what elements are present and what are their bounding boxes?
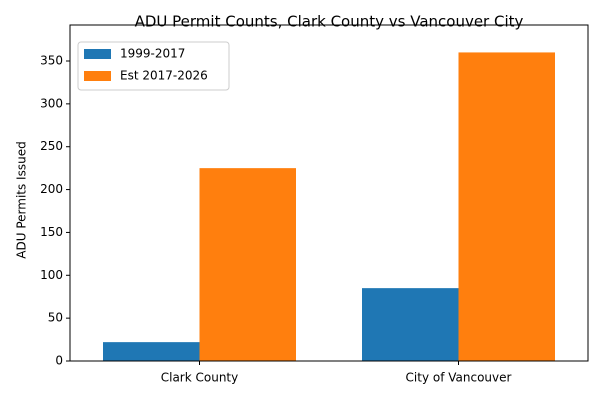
legend-swatch [84, 49, 111, 59]
plot-frame [69, 24, 589, 362]
y-tick-label: 50 [48, 311, 63, 325]
y-axis-label: ADU Permits Issued [15, 141, 29, 258]
x-tick-label: Clark County [161, 371, 239, 385]
legend-label: 1999-2017 [120, 47, 185, 61]
bar [199, 168, 296, 361]
legend-box [77, 41, 230, 91]
bar [103, 342, 200, 361]
x-tick-label: City of Vancouver [406, 371, 512, 385]
y-tick-label: 250 [40, 139, 63, 153]
chart-title: ADU Permit Counts, Clark County vs Vanco… [135, 13, 524, 31]
legend-swatch [84, 71, 111, 81]
y-tick-label: 350 [40, 54, 63, 68]
bar [458, 52, 555, 362]
bar [362, 288, 459, 361]
y-tick-label: 0 [55, 354, 63, 368]
y-tick-label: 300 [40, 96, 63, 110]
legend-label: Est 2017-2026 [120, 69, 208, 83]
y-tick-label: 100 [40, 268, 63, 282]
y-tick-label: 150 [40, 225, 63, 239]
y-tick-label: 200 [40, 182, 63, 196]
